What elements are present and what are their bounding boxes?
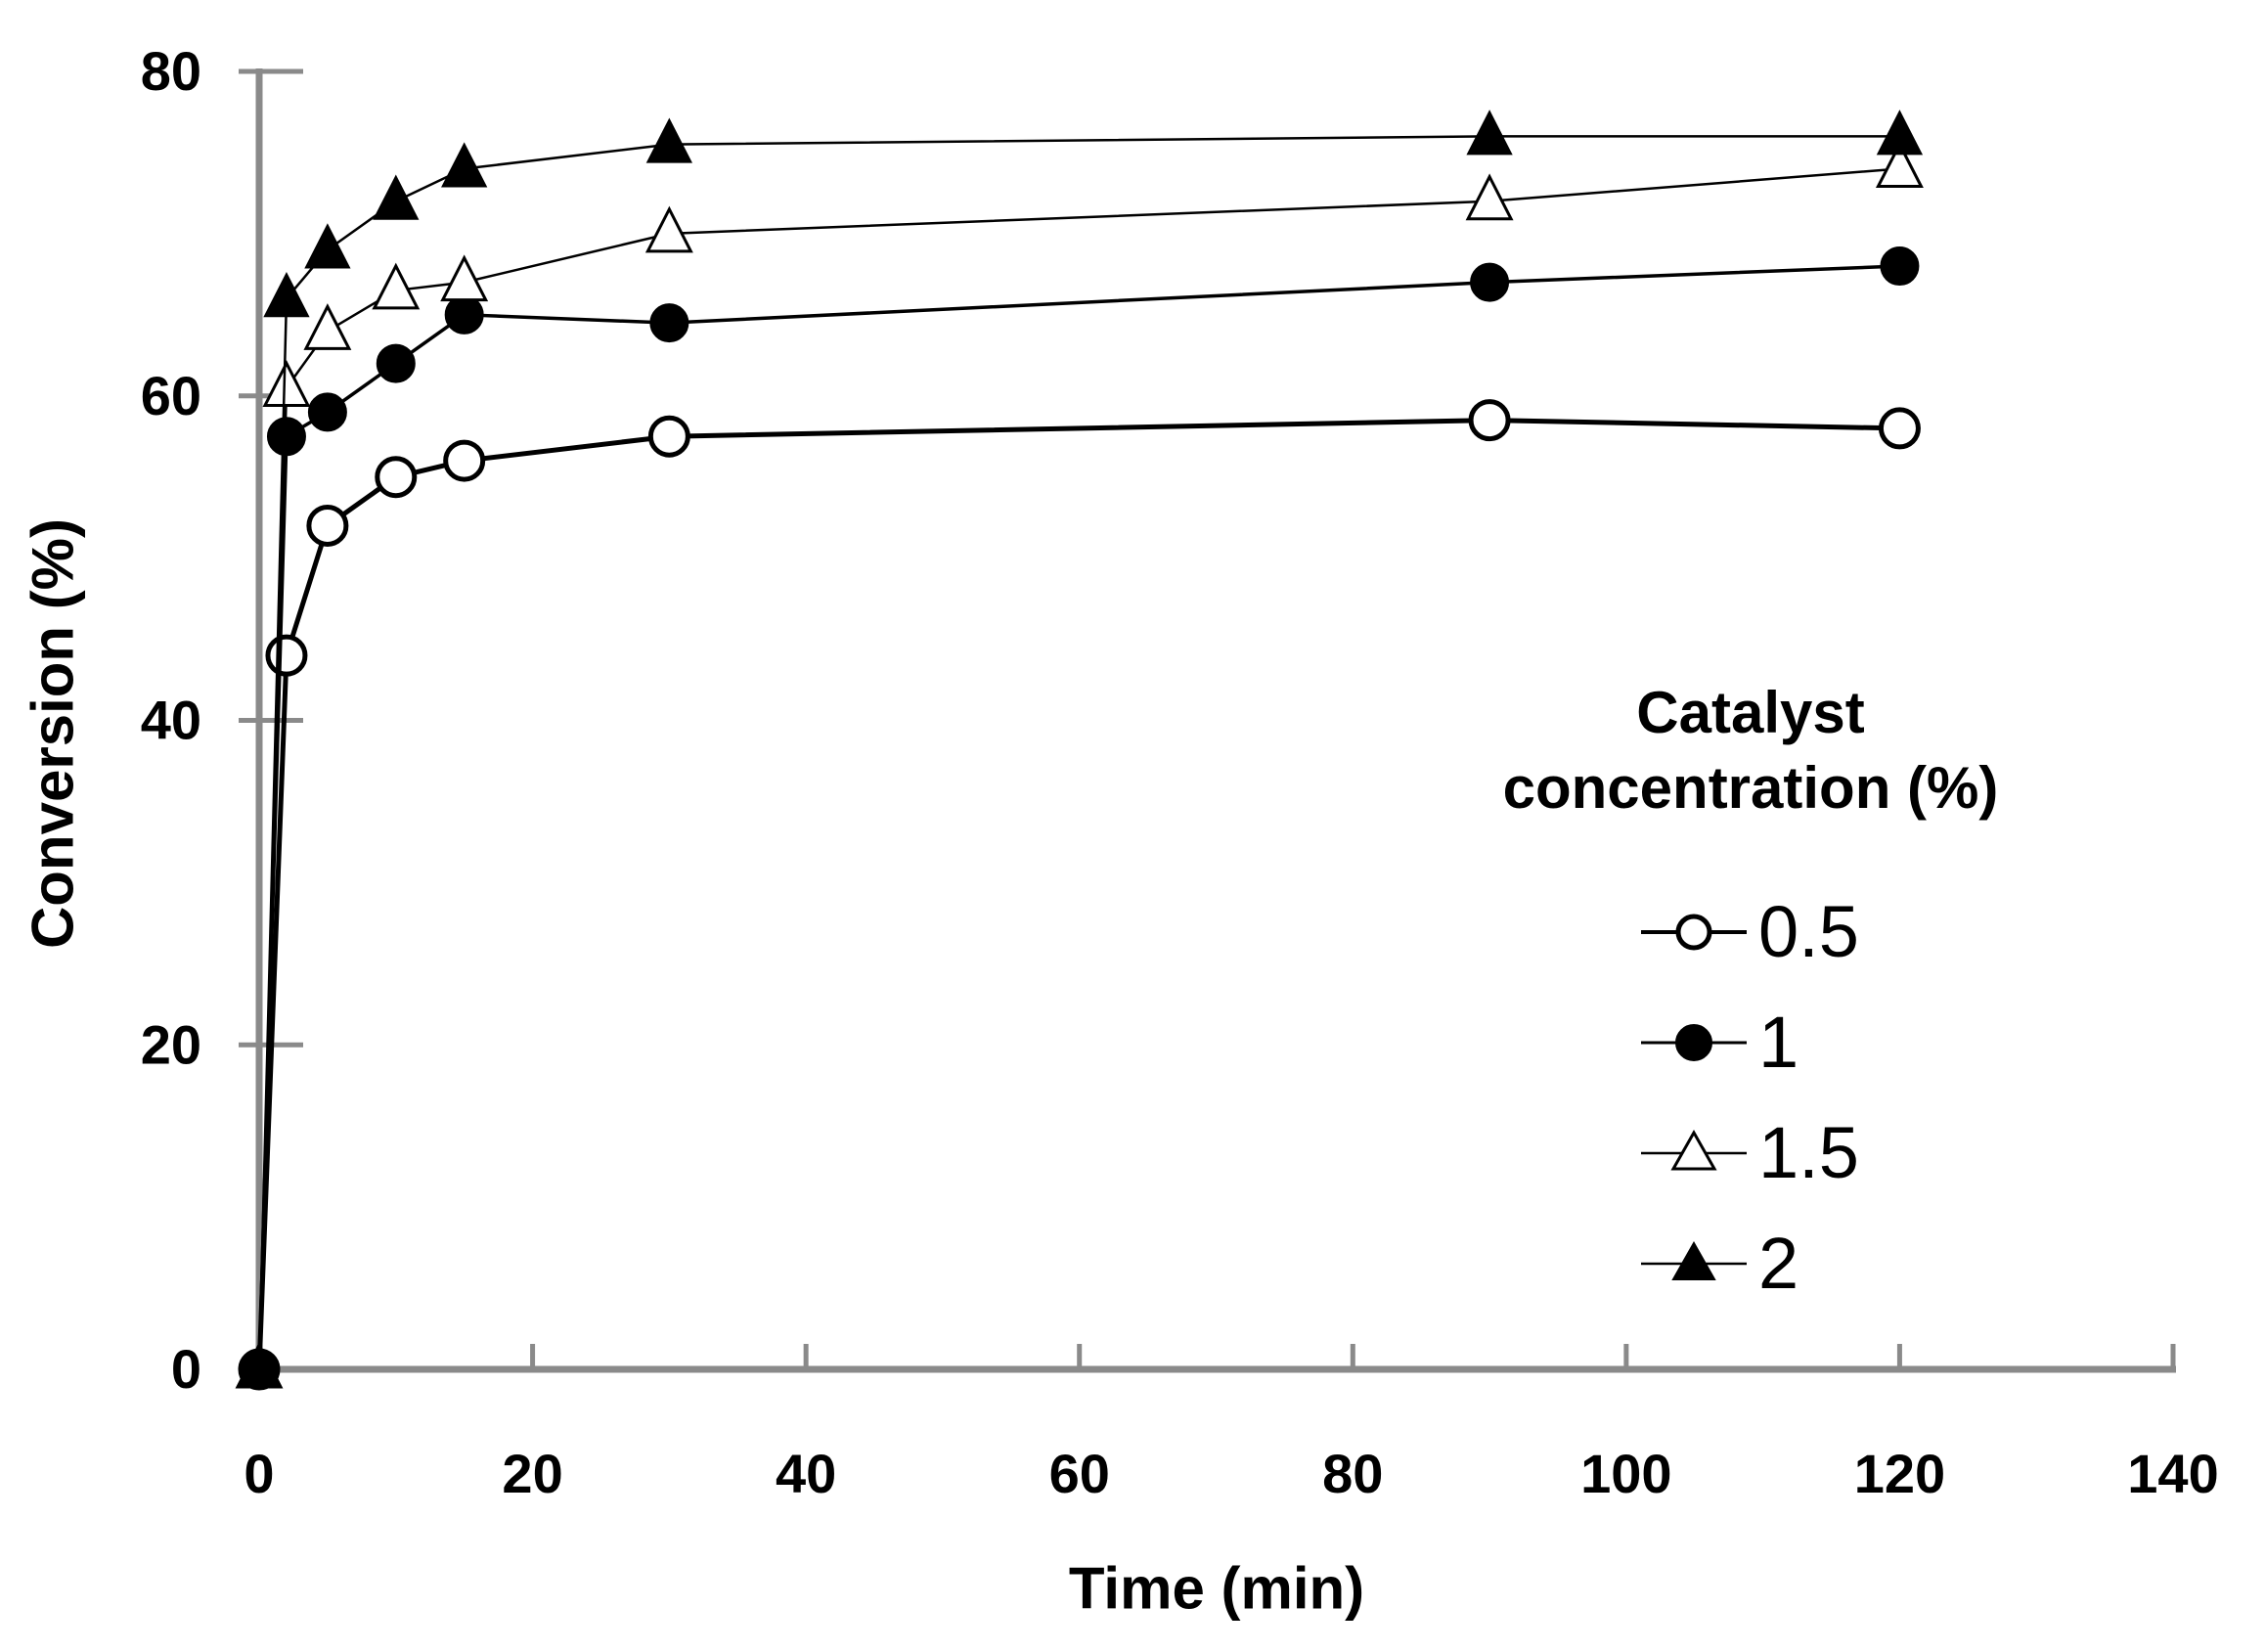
data-point-2-t5 <box>304 223 351 269</box>
data-point-0.5-t15 <box>443 439 486 482</box>
legend-label: 2 <box>1758 1222 1799 1304</box>
series-line-0.5 <box>256 418 1902 1372</box>
y-tick-label-80: 80 <box>141 40 201 102</box>
y-axis-title: Conversion (%) <box>20 517 86 950</box>
data-point-0.5-t30 <box>647 415 690 458</box>
x-tick-label-100: 100 <box>1580 1443 1671 1504</box>
legend-item-2: 2 <box>1639 1208 2132 1318</box>
data-point-1-t15 <box>444 294 484 335</box>
data-point-1.5-t90 <box>1465 173 1514 221</box>
y-tick-label-60: 60 <box>141 365 201 426</box>
data-point-2-t10 <box>373 174 420 220</box>
x-tick-label-60: 60 <box>1049 1443 1110 1504</box>
data-point-0.5-t90 <box>1468 399 1511 442</box>
legend-items: 0.5 1 1.5 2 <box>1369 876 2132 1318</box>
data-point-0.5-t2 <box>265 634 308 677</box>
data-point-2-t30 <box>645 117 692 163</box>
data-point-2-t2 <box>263 272 310 318</box>
data-point-1.5-t30 <box>644 205 693 253</box>
data-point-0.5-t10 <box>375 456 418 499</box>
x-tick-label-20: 20 <box>502 1443 562 1504</box>
data-point-1.5-t2 <box>262 360 311 407</box>
legend: Catalyst concentration (%) 0.5 1 <box>1369 661 2132 1318</box>
x-tick-label-0: 0 <box>244 1443 274 1504</box>
legend-label: 0.5 <box>1758 890 1859 972</box>
y-tick-label-20: 20 <box>141 1013 201 1075</box>
open-triangle-marker-icon <box>1641 1129 1747 1170</box>
data-point-2-t15 <box>441 142 488 188</box>
data-point-1-t10 <box>376 343 416 383</box>
data-point-1.5-t15 <box>440 254 489 302</box>
data-point-0.5-t5 <box>306 504 349 547</box>
x-tick-label-140: 140 <box>2127 1443 2218 1504</box>
legend-title-line2: concentration (%) <box>1502 755 1999 821</box>
y-tick-label-0: 0 <box>171 1338 201 1400</box>
legend-item-1: 1 <box>1639 987 2132 1097</box>
x-tick-label-120: 120 <box>1854 1443 1945 1504</box>
legend-label: 1.5 <box>1758 1111 1859 1193</box>
data-point-1.5-t120 <box>1875 141 1924 189</box>
data-point-1-t5 <box>307 392 347 432</box>
data-point-0.5-t120 <box>1878 407 1921 450</box>
legend-title: Catalyst concentration (%) <box>1369 675 2132 826</box>
y-tick-label-40: 40 <box>141 690 201 751</box>
legend-title-line1: Catalyst <box>1636 680 1865 745</box>
open-circle-marker-icon <box>1641 914 1747 950</box>
data-point-2-t90 <box>1466 110 1513 156</box>
legend-item-1.5: 1.5 <box>1639 1097 2132 1208</box>
filled-triangle-marker-icon <box>1641 1240 1747 1280</box>
x-tick-label-80: 80 <box>1322 1443 1383 1504</box>
data-point-2-t120 <box>1876 110 1924 156</box>
x-axis-title: Time (min) <box>1068 1555 1365 1622</box>
data-point-2-t0 <box>236 1342 283 1388</box>
x-tick-label-40: 40 <box>776 1443 836 1504</box>
filled-circle-marker-icon <box>1641 1023 1747 1061</box>
data-point-1-t30 <box>649 303 689 343</box>
legend-item-0.5: 0.5 <box>1639 876 2132 987</box>
data-point-1.5-t10 <box>372 262 421 310</box>
data-point-1-t120 <box>1880 246 1920 287</box>
data-point-1-t90 <box>1470 262 1510 302</box>
data-point-1.5-t5 <box>303 303 352 350</box>
legend-label: 1 <box>1758 1001 1799 1083</box>
